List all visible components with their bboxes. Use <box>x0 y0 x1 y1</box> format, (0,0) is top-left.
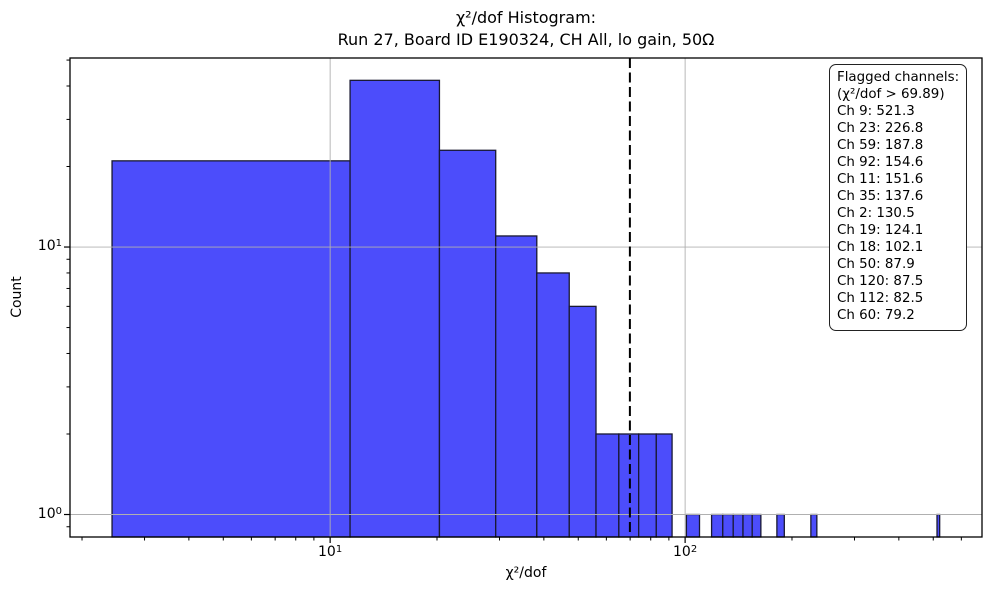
histogram-bar <box>751 513 762 538</box>
histogram-bar <box>685 513 701 538</box>
legend-channel-entry: Ch 35: 137.6 <box>837 189 924 204</box>
legend-channel-entry: Ch 60: 79.2 <box>837 308 915 323</box>
histogram-bar <box>810 513 818 538</box>
chart-title: χ²/dof Histogram: Run 27, Board ID E1903… <box>70 7 982 50</box>
histogram-bar <box>349 79 441 538</box>
legend-channel-entry: Ch 120: 87.5 <box>837 274 924 289</box>
legend-channel-entry: Ch 50: 87.9 <box>837 257 915 272</box>
histogram-bar <box>936 513 941 538</box>
histogram-bar <box>638 433 657 538</box>
legend-channel-entry: Ch 9: 521.3 <box>837 104 915 119</box>
histogram-bar <box>776 513 785 538</box>
histogram-bar <box>438 149 497 538</box>
plot-spines <box>69 57 983 538</box>
histogram-bar <box>722 513 734 538</box>
legend-channel-entry: Ch 92: 154.6 <box>837 155 924 170</box>
legend-channel-entry: Ch 19: 124.1 <box>837 223 924 238</box>
flagged-channels-box: Flagged channels: (χ²/dof > 69.89) Ch 9: 5… <box>829 64 967 331</box>
legend-channel-entry: Ch 59: 187.8 <box>837 138 924 153</box>
y-axis-label: Count <box>9 276 25 318</box>
x-tick-label: 102 <box>673 544 698 560</box>
legend-channel-entry: Ch 11: 151.6 <box>837 172 924 187</box>
histogram-bar <box>742 513 753 538</box>
legend-channel-entry: Ch 2: 130.5 <box>837 206 915 221</box>
histogram-bar <box>618 433 640 538</box>
y-tick-label: 100 <box>37 505 62 522</box>
histogram-bar <box>595 433 620 538</box>
legend-channel-entry: Ch 23: 226.8 <box>837 121 924 136</box>
histogram-bar <box>655 433 673 538</box>
histogram-bar <box>536 272 570 538</box>
histogram-bar <box>710 513 724 538</box>
chart-title-line2: Run 27, Board ID E190324, CH All, lo gai… <box>337 29 715 49</box>
legend-channel-entry: Ch 18: 102.1 <box>837 240 924 255</box>
histogram-bar <box>732 513 744 538</box>
histogram-bar <box>568 305 597 538</box>
legend-channel-entry: Ch 112: 82.5 <box>837 291 924 306</box>
legend-threshold: (χ²/dof > 69.89) <box>837 87 945 102</box>
x-tick-label: 101 <box>318 544 343 560</box>
chart-title-line1: χ²/dof Histogram: <box>455 8 597 27</box>
histogram-bar <box>111 160 351 538</box>
y-tick-label: 101 <box>37 238 62 255</box>
x-axis-label: χ²/dof <box>505 565 547 581</box>
histogram-bar <box>495 235 538 538</box>
legend-title: Flagged channels: <box>837 70 960 85</box>
